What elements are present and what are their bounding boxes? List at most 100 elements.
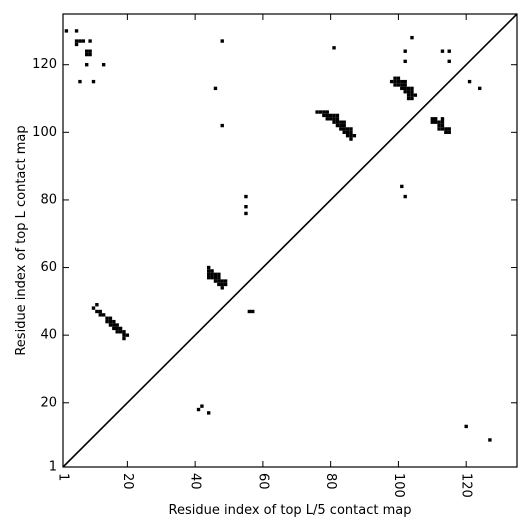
- contact-cell: [406, 90, 411, 94]
- contact-cell: [349, 134, 353, 138]
- x-axis-label: Residue index of top L/5 contact map: [169, 503, 412, 518]
- contact-cell: [196, 407, 201, 412]
- contact-cell: [349, 137, 353, 141]
- x-tick-label: 60: [255, 473, 270, 490]
- contact-cell: [322, 110, 326, 114]
- contact-cell: [393, 76, 397, 80]
- contact-cell: [217, 272, 221, 276]
- contact-cell: [413, 93, 418, 97]
- contact-cell: [393, 83, 397, 87]
- contact-cell: [447, 127, 451, 131]
- contact-cell: [335, 120, 340, 124]
- contact-cell: [335, 117, 340, 121]
- contact-cell: [95, 303, 99, 307]
- plot-area: [62, 13, 518, 468]
- contact-cell: [345, 134, 350, 138]
- contact-cell: [315, 110, 319, 114]
- contact-cell: [217, 276, 221, 280]
- contact-cell: [430, 117, 434, 121]
- contact-cell: [247, 309, 252, 314]
- contact-cell: [210, 269, 214, 273]
- contact-cell: [406, 96, 411, 101]
- contact-cell: [328, 117, 333, 121]
- y-axis-label: Residue index of top L contact map: [14, 125, 29, 355]
- contact-cell: [349, 127, 353, 131]
- x-tick-label: 100: [391, 473, 406, 498]
- contact-cell: [213, 276, 218, 280]
- contact-cell: [78, 39, 82, 43]
- contact-cell: [339, 123, 343, 128]
- contact-cell: [332, 117, 336, 121]
- contact-cell: [206, 265, 211, 270]
- contact-cell: [406, 86, 411, 91]
- contact-cell: [213, 86, 218, 91]
- contact-cell: [433, 117, 438, 121]
- contact-cell: [447, 59, 451, 64]
- x-tick-label: 120: [459, 473, 474, 498]
- contact-cell: [332, 46, 336, 50]
- contact-cell: [206, 269, 211, 273]
- y-tick-label: 40: [40, 328, 57, 343]
- contact-cell: [342, 127, 346, 131]
- contact-cell: [118, 326, 123, 331]
- contact-cell: [440, 127, 445, 131]
- contact-cell: [430, 120, 434, 124]
- contact-cell: [393, 79, 397, 84]
- contact-cell: [352, 134, 357, 138]
- contact-cell: [444, 127, 448, 131]
- contact-cell: [88, 52, 92, 57]
- contact-cell: [105, 316, 109, 320]
- contact-cell: [437, 120, 441, 124]
- contact-cell: [403, 59, 407, 64]
- y-tick-label: 80: [40, 192, 57, 207]
- contact-cell: [403, 79, 407, 84]
- contact-cell: [410, 90, 414, 94]
- contact-cell: [349, 130, 353, 135]
- contact-cell: [122, 336, 126, 341]
- contact-cell: [210, 276, 214, 280]
- contact-cell: [213, 272, 218, 276]
- contact-cell: [85, 63, 89, 67]
- contact-cell: [88, 49, 92, 53]
- contact-cell: [400, 83, 404, 87]
- contact-cell: [325, 117, 329, 121]
- contact-cell: [403, 194, 407, 199]
- contact-cell: [440, 49, 445, 53]
- contact-cell: [244, 205, 248, 209]
- contact-cell: [200, 404, 204, 408]
- contact-cell: [88, 39, 92, 43]
- diagonal-line: [62, 13, 518, 468]
- contact-cell: [101, 313, 106, 317]
- contact-cell: [345, 127, 350, 131]
- contact-cell: [345, 130, 350, 135]
- contact-cell: [118, 330, 123, 334]
- contact-cell: [244, 194, 248, 199]
- x-tick-label: 1: [56, 473, 71, 481]
- contact-cell: [322, 113, 326, 118]
- y-tick-label: 20: [40, 395, 57, 410]
- contact-cell: [122, 330, 126, 334]
- contact-cell: [217, 279, 221, 283]
- contact-cell: [325, 113, 329, 118]
- contact-cell: [440, 123, 445, 128]
- contact-cell: [122, 333, 126, 337]
- contact-cell: [95, 309, 99, 314]
- contact-cell: [389, 79, 394, 84]
- contact-cell: [396, 76, 401, 80]
- y-tick-label: 60: [40, 260, 57, 275]
- contact-cell: [108, 319, 113, 324]
- contact-cell: [342, 130, 346, 135]
- contact-cell: [464, 424, 468, 429]
- contact-cell: [223, 282, 228, 287]
- contact-cell: [437, 127, 441, 131]
- contact-cell: [318, 110, 323, 114]
- contact-cell: [206, 411, 211, 415]
- contact-cell: [447, 130, 451, 135]
- contact-cell: [85, 52, 89, 57]
- contact-cell: [85, 49, 89, 53]
- contact-cell: [74, 42, 79, 47]
- contact-cell: [335, 113, 340, 118]
- contact-cell: [400, 79, 404, 84]
- contact-cell: [403, 90, 407, 94]
